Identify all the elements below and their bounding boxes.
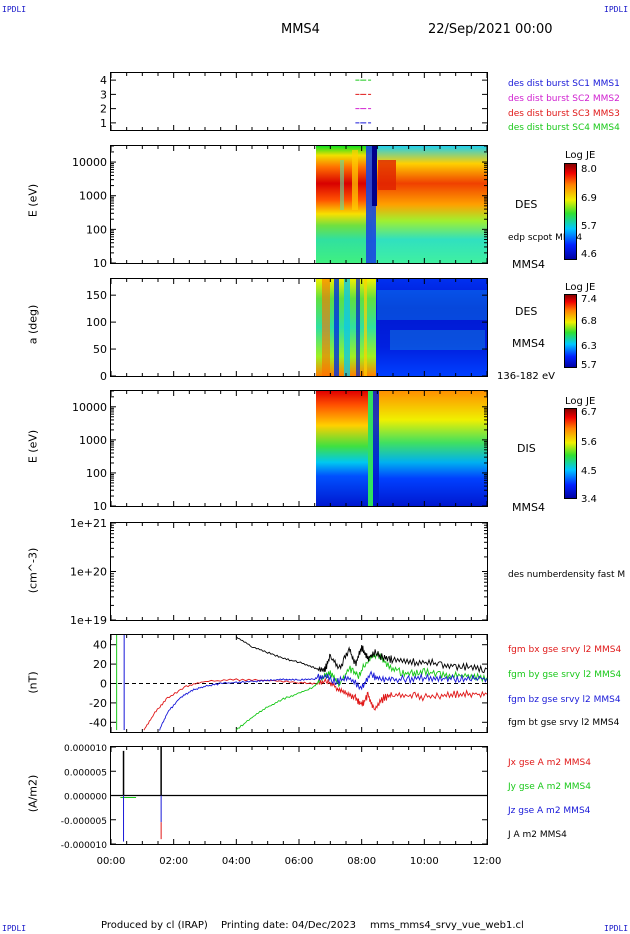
ytick-label: 0 bbox=[100, 678, 107, 691]
ytick-label: 20 bbox=[93, 658, 107, 671]
colorbar-tick-label: 4.5 bbox=[581, 466, 597, 477]
corner-label-top-right: IPDLI bbox=[604, 5, 629, 14]
ytick-label: 1e+21 bbox=[70, 517, 107, 530]
panel-frame-dis-energy bbox=[110, 390, 488, 507]
ytick-label: 100 bbox=[86, 223, 107, 236]
panel-frame-current-density bbox=[110, 746, 488, 845]
legend-j: J A m2 MMS4 bbox=[508, 830, 567, 840]
datetime-title: 22/Sep/2021 00:00 bbox=[428, 22, 553, 37]
legend-fgm-bt: fgm bt gse srvy l2 MMS4 bbox=[508, 718, 620, 728]
panel-frame-pitch-angle bbox=[110, 278, 488, 377]
colorbar-title-des-energy: Log JE bbox=[565, 150, 596, 161]
ytick-label: 1 bbox=[100, 117, 107, 130]
ytick-label: 10 bbox=[93, 257, 107, 270]
corner-label-top-left: IPDLI bbox=[2, 5, 27, 14]
des-energy-instrument-label: DES bbox=[515, 198, 538, 211]
ytick-label: 100 bbox=[86, 316, 107, 329]
ytick-label: 2 bbox=[100, 103, 107, 116]
footer-printing-date: Printing date: 04/Dec/2023 bbox=[221, 920, 357, 931]
legend-burst-mms1: des dist burst SC1 MMS1 bbox=[508, 79, 620, 89]
ytick-label: 1000 bbox=[79, 434, 107, 447]
colorbar-tick-label: 6.7 bbox=[581, 407, 597, 418]
ytick-label: 10000 bbox=[72, 401, 107, 414]
panel-frame-magnetic-field bbox=[110, 634, 488, 733]
ytick-label: 1e+20 bbox=[70, 566, 107, 579]
ytick-label: -0.000010 bbox=[61, 841, 107, 851]
ytick-label: 10000 bbox=[72, 156, 107, 169]
pitch-angle-spacecraft-label: MMS4 bbox=[512, 337, 545, 350]
ytick-label: 0.000005 bbox=[64, 768, 107, 778]
xtick-label: 04:00 bbox=[222, 856, 251, 867]
colorbar-tick-label: 6.8 bbox=[581, 316, 597, 327]
ytick-label: 1e+19 bbox=[70, 614, 107, 627]
xtick-label: 02:00 bbox=[159, 856, 188, 867]
colorbar-tick-label: 5.6 bbox=[581, 437, 597, 448]
ytick-label: -0.000005 bbox=[61, 817, 107, 827]
ytick-label: 50 bbox=[93, 343, 107, 356]
xtick-label: 06:00 bbox=[285, 856, 314, 867]
colorbar-tick-label: 5.7 bbox=[581, 360, 597, 371]
ytick-label: 10 bbox=[93, 500, 107, 513]
colorbar-tick-label: 8.0 bbox=[581, 164, 597, 175]
spacecraft-title: MMS4 bbox=[281, 22, 320, 37]
series-line-bt bbox=[235, 636, 488, 674]
colorbar-tick-label: 7.4 bbox=[581, 294, 597, 305]
des-energy-spacecraft-label: MMS4 bbox=[512, 258, 545, 271]
colorbar-tick-label: 3.4 bbox=[581, 494, 597, 505]
dis-energy-spacecraft-label: MMS4 bbox=[512, 501, 545, 514]
panel-frame-density bbox=[110, 522, 488, 621]
legend-jx: Jx gse A m2 MMS4 bbox=[508, 758, 591, 768]
panel-frame-burst bbox=[110, 72, 488, 131]
ytick-label: 0 bbox=[100, 370, 107, 383]
ytick-label: 100 bbox=[86, 467, 107, 480]
corner-label-bottom-right: IPDLI bbox=[604, 924, 629, 933]
legend-density: des numberdensity fast M bbox=[508, 570, 626, 580]
ytick-label: -20 bbox=[89, 697, 107, 710]
ytick-label: -40 bbox=[89, 716, 107, 729]
legend-jy: Jy gse A m2 MMS4 bbox=[508, 782, 591, 792]
xtick-label: 08:00 bbox=[347, 856, 376, 867]
ytick-label: 40 bbox=[93, 639, 107, 652]
legend-fgm-bz: fgm bz gse srvy l2 MMS4 bbox=[508, 695, 621, 705]
ytick-label: 4 bbox=[100, 74, 107, 87]
dis-energy-instrument-label: DIS bbox=[517, 442, 536, 455]
legend-jz: Jz gse A m2 MMS4 bbox=[508, 806, 591, 816]
colorbar-dis-energy bbox=[564, 408, 577, 499]
pitch-angle-instrument-label: DES bbox=[515, 305, 538, 318]
colorbar-title-pitch-angle: Log JE bbox=[565, 282, 596, 293]
colorbar-des-energy bbox=[564, 163, 577, 260]
spectrogram-des-energy bbox=[316, 146, 487, 263]
colorbar-pitch-angle bbox=[564, 294, 577, 368]
pitch-angle-energy-range: 136-182 eV bbox=[497, 371, 555, 382]
ytick-label: 3 bbox=[100, 88, 107, 101]
xtick-label: 10:00 bbox=[410, 856, 439, 867]
ytick-label: 1000 bbox=[79, 190, 107, 203]
ytick-label: 0.000010 bbox=[64, 744, 107, 754]
series-line-bx bbox=[143, 677, 488, 731]
legend-fgm-bx: fgm bx gse srvy l2 MMS4 bbox=[508, 645, 622, 655]
panel-frame-des-energy bbox=[110, 145, 488, 264]
legend-burst-mms4: des dist burst SC4 MMS4 bbox=[508, 123, 620, 133]
ytick-label: 150 bbox=[86, 289, 107, 302]
colorbar-tick-label: 4.6 bbox=[581, 249, 597, 260]
footer-produced-by: Produced by cl (IRAP) bbox=[101, 920, 208, 931]
spectrogram-dis-energy bbox=[316, 391, 487, 506]
legend-burst-mms3: des dist burst SC3 MMS3 bbox=[508, 109, 620, 119]
colorbar-tick-label: 6.3 bbox=[581, 341, 597, 352]
footer-filename: mms_mms4_srvy_vue_web1.cl bbox=[370, 920, 524, 931]
legend-fgm-by: fgm by gse srvy l2 MMS4 bbox=[508, 670, 622, 680]
corner-label-bottom-left: IPDLI bbox=[2, 924, 27, 933]
legend-burst-mms2: des dist burst SC2 MMS2 bbox=[508, 94, 620, 104]
colorbar-tick-label: 6.9 bbox=[581, 193, 597, 204]
colorbar-tick-label: 5.7 bbox=[581, 221, 597, 232]
ytick-label: 0.000000 bbox=[64, 793, 107, 803]
xtick-label: 00:00 bbox=[97, 856, 126, 867]
xtick-label: 12:00 bbox=[473, 856, 502, 867]
colorbar-title-dis-energy: Log JE bbox=[565, 396, 596, 407]
scpot-label: edp scpot MMS4 bbox=[508, 233, 583, 243]
series-line-by bbox=[235, 650, 488, 731]
spectrogram-pitch-angle bbox=[316, 279, 487, 376]
series-line-bz bbox=[159, 670, 488, 731]
